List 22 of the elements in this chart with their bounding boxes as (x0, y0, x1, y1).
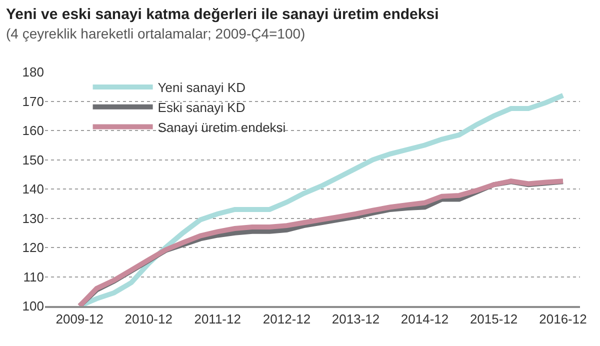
legend-label: Yeni sanayi KD (158, 80, 246, 96)
x-tick-label: 2011-12 (194, 312, 241, 327)
x-tick-label: 2014-12 (400, 312, 449, 327)
y-tick-label: 120 (22, 240, 44, 256)
y-tick-label: 140 (22, 182, 44, 197)
y-tick-label: 130 (22, 210, 44, 226)
y-tick-label: 170 (22, 94, 44, 109)
x-tick-label: 2013-12 (332, 312, 380, 327)
y-tick-label: 160 (22, 123, 44, 138)
chart-subtitle: (4 çeyreklik hareketli ortalamalar; 2009-Ç4=100) (6, 26, 306, 42)
legend-label: Eski sanayi KD (158, 100, 246, 115)
legend-label: Sanayi üretim endeksi (158, 120, 286, 135)
y-tick-label: 150 (22, 152, 44, 168)
y-tick-label: 100 (22, 298, 44, 314)
y-tick-label: 180 (22, 64, 44, 80)
x-tick-label: 2012-12 (262, 312, 311, 327)
x-tick-label: 2009-12 (56, 312, 104, 327)
chart-title: Yeni ve eski sanayi katma değerleri ile sanayi üretim endeksi (6, 6, 439, 24)
x-tick-label: 2010-12 (124, 312, 172, 327)
x-tick-label: 2016-12 (539, 312, 587, 327)
x-tick-label: 2015-12 (470, 312, 518, 327)
y-tick-label: 110 (23, 269, 44, 284)
